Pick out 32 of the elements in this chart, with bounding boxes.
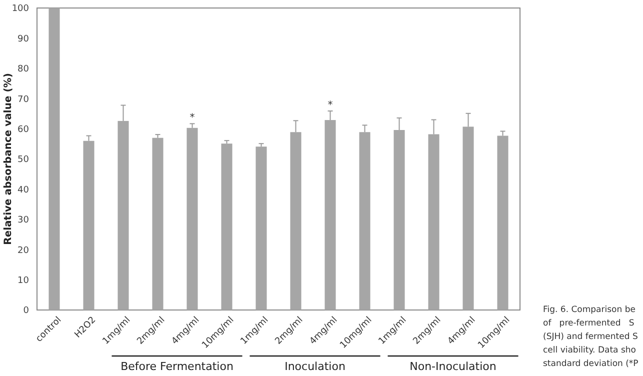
- bar: [48, 8, 60, 310]
- text: Non-Inoculation: [410, 360, 496, 373]
- bar: [462, 126, 474, 310]
- bar: [221, 144, 232, 310]
- y-tick-label: 30: [18, 216, 30, 226]
- caption: Fig. 6. Comparison be of pre-fermented S (SJH) and fermented S cell viability. Data sho standard deviation (*P: [543, 305, 638, 369]
- y-tick-label: 20: [18, 246, 30, 256]
- bar: [324, 120, 336, 310]
- data-label: *: [328, 100, 333, 111]
- bar: [256, 146, 267, 310]
- bar: [497, 136, 508, 310]
- text: Inoculation: [284, 360, 346, 373]
- bar: [290, 132, 302, 310]
- y-tick-label: 60: [18, 124, 30, 135]
- y-tick-label: 10: [18, 276, 30, 286]
- y-axis-title: Relative absorbance value (%): [3, 73, 14, 245]
- bar: [83, 140, 94, 310]
- data-label: *: [190, 112, 195, 124]
- bar: [428, 134, 440, 310]
- y-tick-label: 100: [12, 4, 30, 14]
- bar: [359, 132, 370, 310]
- y-tick-label: 40: [18, 185, 30, 196]
- y-tick-label: 80: [18, 64, 30, 75]
- y-tick-label: 90: [18, 34, 30, 44]
- bar: [152, 138, 164, 310]
- y-tick-label: 0: [23, 306, 30, 316]
- bar: [118, 120, 129, 310]
- y-tick-label: 50: [18, 155, 30, 166]
- bar: [394, 130, 405, 310]
- y-tick-label: 70: [18, 94, 30, 105]
- text: Before Fermentation: [120, 360, 234, 373]
- bar: [186, 128, 198, 310]
